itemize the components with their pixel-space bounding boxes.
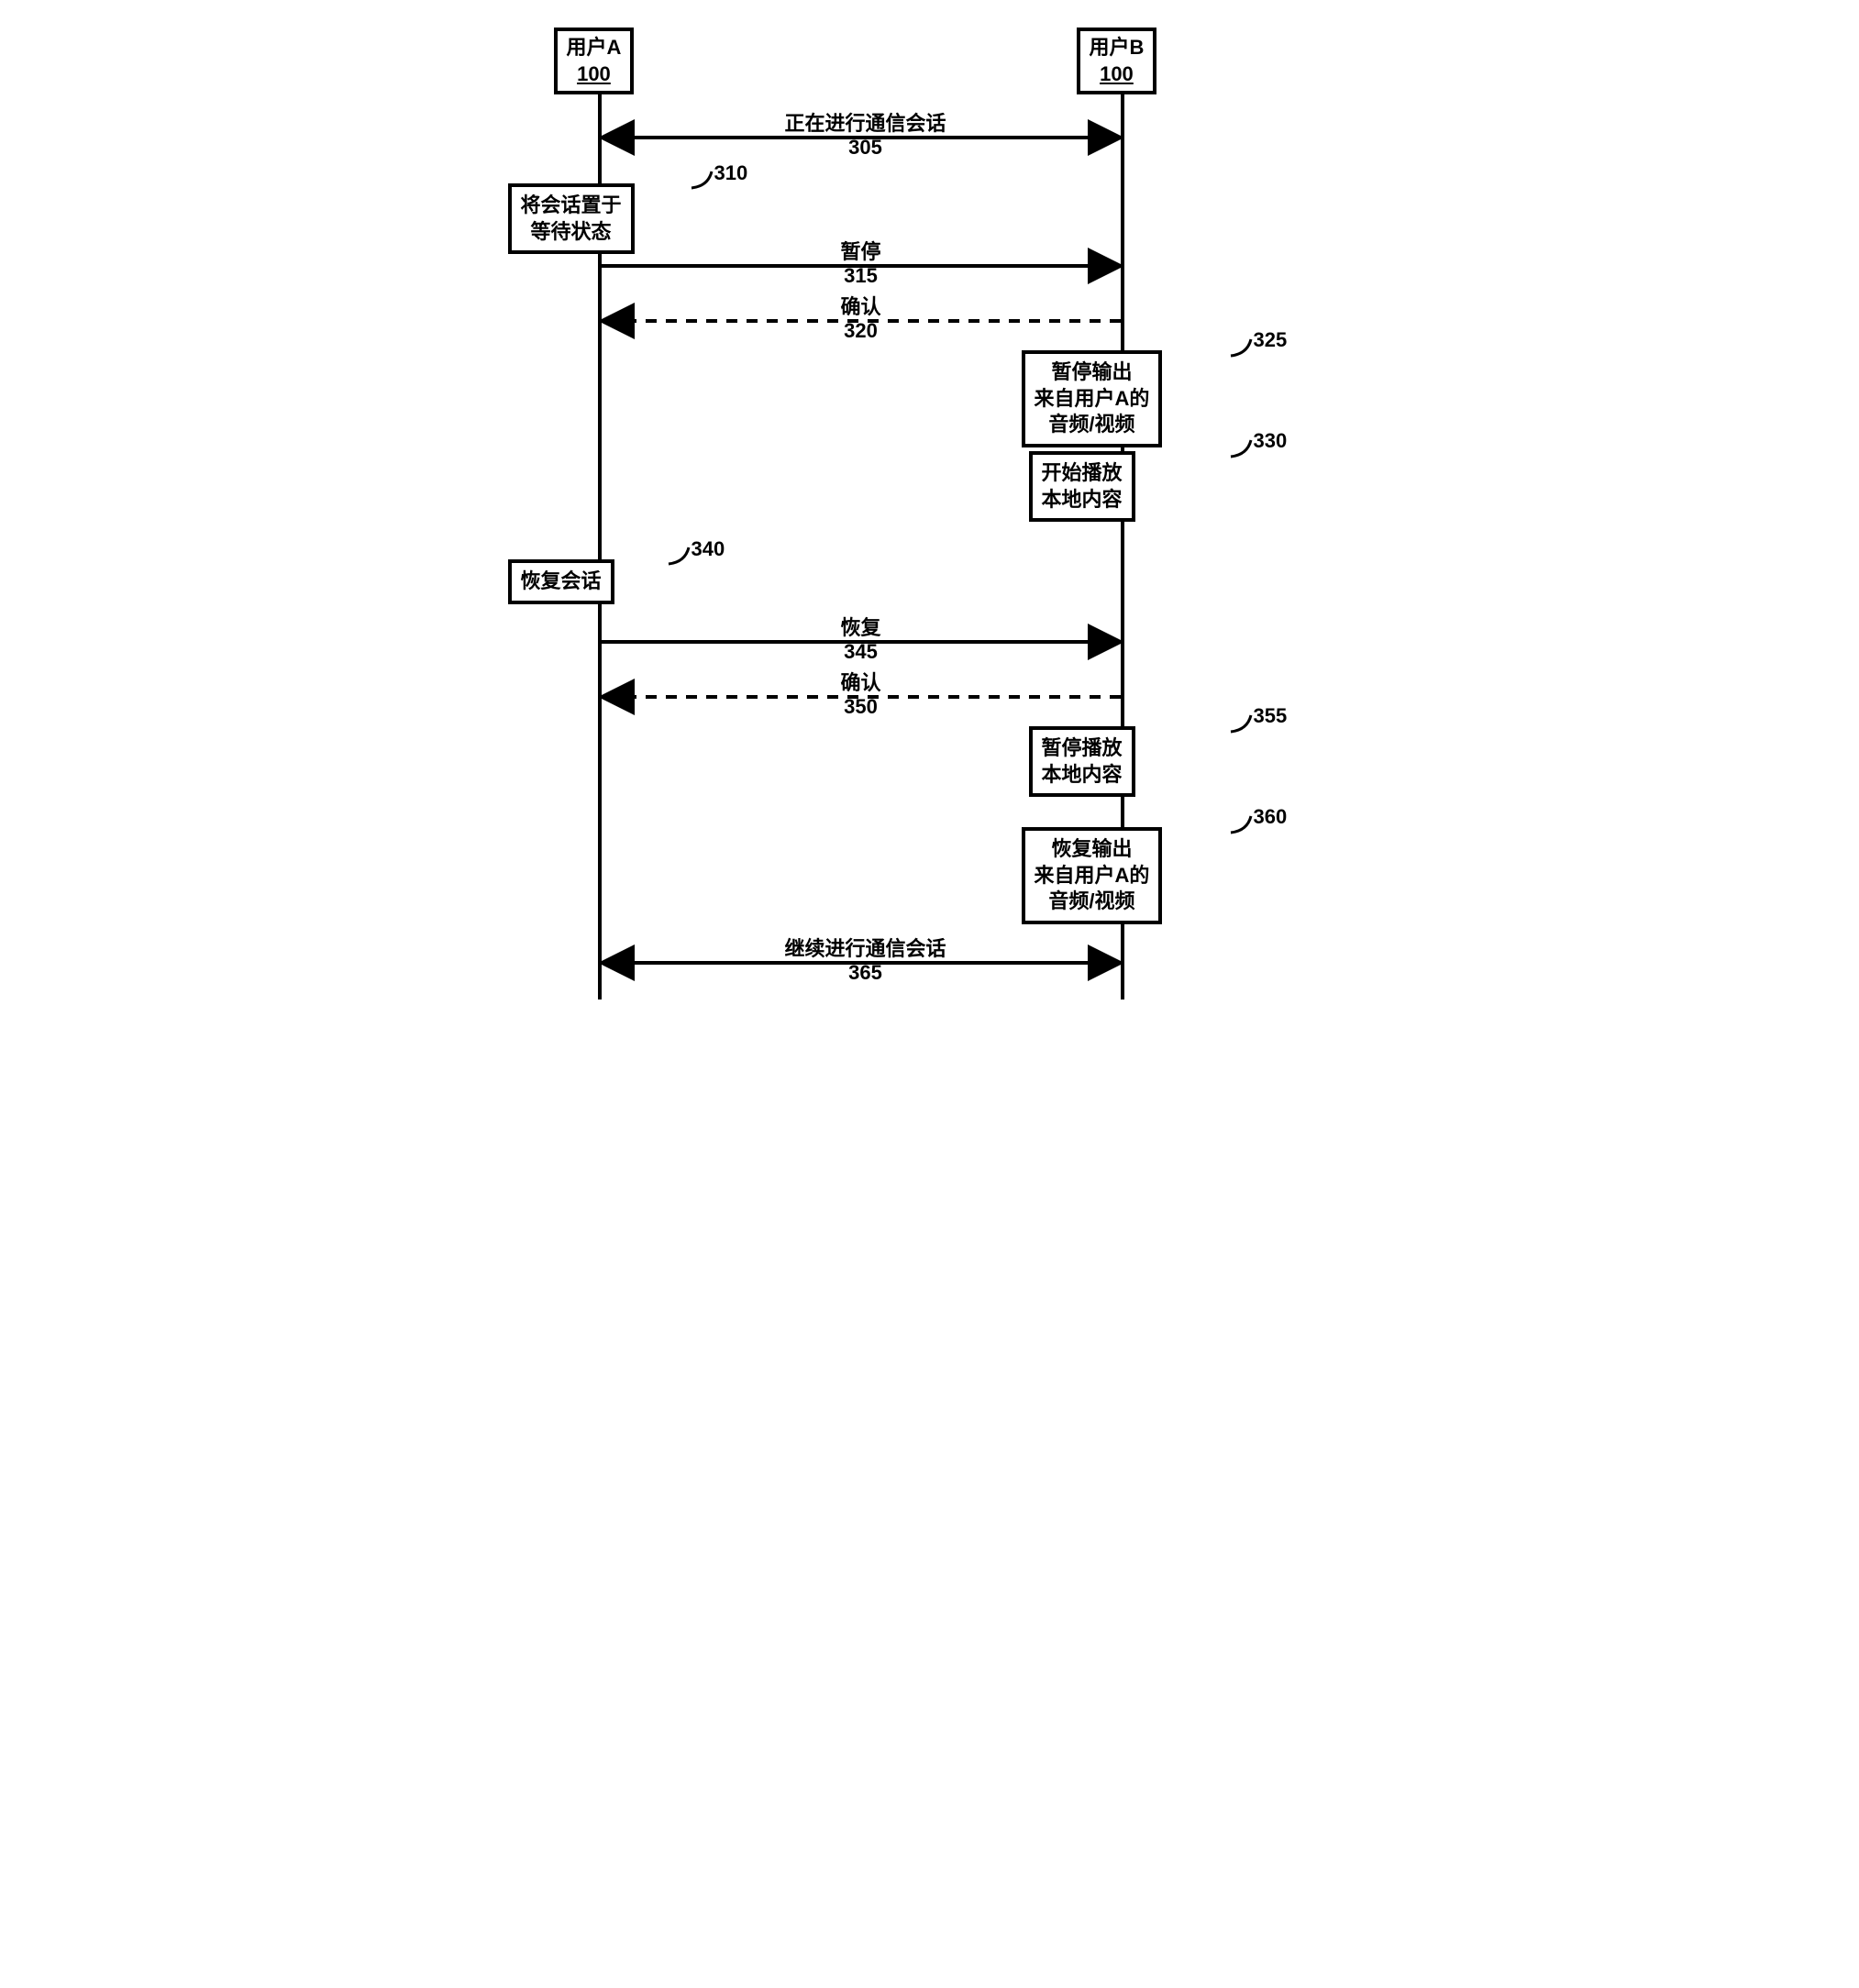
msg-320: 确认 320 (811, 295, 912, 344)
ref-325: 325 (1254, 328, 1288, 352)
proc-355-text: 暂停播放 本地内容 (1042, 736, 1123, 786)
msg-350: 确认 350 (811, 671, 912, 720)
arrows-layer (490, 28, 1370, 1000)
proc-340-text: 恢复会话 (521, 569, 602, 592)
msg-345-label: 恢复 (840, 616, 880, 639)
proc-330-text: 开始播放 本地内容 (1042, 461, 1123, 511)
msg-345-ref: 345 (811, 640, 912, 664)
proc-330: 开始播放 本地内容 (1029, 451, 1135, 522)
msg-315-ref: 315 (811, 264, 912, 288)
ref-340: 340 (692, 537, 725, 561)
msg-350-ref: 350 (811, 695, 912, 719)
msg-305: 正在进行通信会话 305 (747, 112, 985, 160)
proc-325: 暂停输出 来自用户A的 音频/视频 (1022, 350, 1163, 447)
proc-355: 暂停播放 本地内容 (1029, 726, 1135, 797)
proc-360-text: 恢复输出 来自用户A的 音频/视频 (1035, 837, 1150, 912)
msg-365: 继续进行通信会话 365 (747, 937, 985, 986)
ref-310: 310 (714, 161, 748, 185)
msg-365-ref: 365 (747, 961, 985, 985)
proc-310-text: 将会话置于 等待状态 (521, 193, 622, 243)
msg-345: 恢复 345 (811, 616, 912, 665)
proc-325-text: 暂停输出 来自用户A的 音频/视频 (1035, 360, 1150, 436)
msg-315-label: 暂停 (840, 240, 880, 263)
msg-305-ref: 305 (747, 136, 985, 160)
msg-350-label: 确认 (840, 671, 880, 694)
msg-320-ref: 320 (811, 319, 912, 343)
msg-320-label: 确认 (840, 295, 880, 318)
msg-365-label: 继续进行通信会话 (784, 937, 946, 960)
ref-355: 355 (1254, 704, 1288, 728)
ref-330: 330 (1254, 429, 1288, 453)
proc-340: 恢复会话 (508, 559, 614, 604)
sequence-diagram: 用户A 100 用户B 100 (490, 28, 1370, 1000)
proc-360: 恢复输出 来自用户A的 音频/视频 (1022, 827, 1163, 924)
proc-310: 将会话置于 等待状态 (508, 183, 635, 254)
msg-305-label: 正在进行通信会话 (784, 112, 946, 135)
ref-360: 360 (1254, 805, 1288, 829)
msg-315: 暂停 315 (811, 240, 912, 289)
